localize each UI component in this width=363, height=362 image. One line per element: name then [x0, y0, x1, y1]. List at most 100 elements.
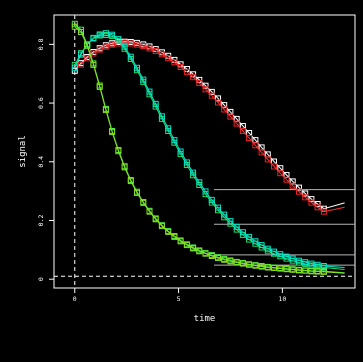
data-point [171, 137, 178, 144]
data-point [289, 266, 296, 273]
data-point [283, 266, 290, 273]
data-point [302, 190, 309, 197]
data-point [208, 196, 215, 203]
data-point [121, 43, 128, 50]
series-line [74, 41, 345, 210]
data-point [171, 233, 178, 240]
data-point [289, 255, 296, 262]
data-point [271, 265, 277, 271]
data-point [296, 257, 302, 264]
data-point [221, 102, 228, 109]
data-point [283, 253, 290, 260]
data-point [177, 238, 184, 245]
data-point [227, 218, 234, 225]
y-tick-label: 0.2 [37, 215, 45, 227]
data-point [78, 61, 84, 68]
data-point [183, 68, 190, 75]
data-point [320, 268, 327, 275]
data-point [127, 178, 134, 185]
data-point [90, 61, 97, 68]
data-point [208, 88, 215, 95]
data-point [221, 106, 228, 113]
data-point [264, 264, 271, 271]
data-point [134, 41, 140, 48]
data-point [183, 242, 190, 249]
data-point [165, 55, 172, 62]
data-point [84, 55, 91, 62]
data-point [109, 129, 116, 136]
data-point [246, 233, 253, 240]
y-axis: 0 0.2 0.4 0.6 0.8 [37, 38, 54, 281]
series-line [74, 26, 345, 274]
data-point [146, 208, 153, 215]
data-point [271, 248, 277, 255]
data-point [96, 83, 103, 90]
data-point [208, 253, 215, 259]
data-point [190, 74, 197, 81]
x-axis-title: time [194, 314, 216, 324]
data-point [127, 53, 134, 60]
data-point [190, 245, 197, 252]
plot-frame [53, 14, 356, 289]
x-tick-label: 0 [73, 295, 77, 303]
x-axis: 0 5 10 [73, 288, 286, 303]
data-point [302, 259, 309, 266]
data-point [277, 265, 284, 272]
data-point [183, 159, 190, 166]
data-point [71, 23, 78, 30]
data-point [134, 189, 140, 196]
data-point [152, 216, 159, 223]
data-point [308, 199, 315, 206]
data-point [78, 51, 84, 58]
data-point [314, 201, 321, 207]
data-point [84, 42, 91, 49]
data-point [246, 135, 253, 141]
data-point [196, 248, 203, 255]
data-point [314, 268, 321, 275]
data-point [196, 179, 203, 186]
data-point [296, 188, 302, 195]
data-point [215, 95, 221, 102]
data-point [239, 260, 246, 267]
data-point [246, 261, 253, 268]
data-point [320, 208, 327, 215]
data-point [258, 149, 265, 156]
series-layer [71, 20, 345, 275]
data-point [71, 64, 78, 71]
data-point [102, 30, 109, 37]
data-point [271, 163, 277, 170]
data-point [190, 169, 197, 176]
data-point [177, 64, 184, 70]
data-point [177, 148, 184, 155]
data-point [221, 256, 228, 263]
data-point [277, 170, 284, 177]
data-point [102, 107, 109, 114]
data-point [196, 80, 203, 87]
data-point [109, 41, 116, 48]
data-point [283, 176, 290, 183]
data-point [140, 76, 147, 83]
data-point [308, 268, 315, 275]
x-tick-label: 10 [278, 295, 286, 303]
data-point [96, 31, 103, 38]
data-point [296, 184, 302, 191]
data-point [115, 148, 122, 155]
data-point [96, 46, 103, 53]
data-point [233, 223, 240, 230]
data-point [233, 259, 240, 266]
y-tick-label: 0.6 [37, 97, 45, 109]
data-point [227, 113, 234, 120]
reference-lines [54, 15, 355, 288]
data-point [264, 156, 271, 163]
data-point [215, 99, 221, 106]
data-point [302, 194, 309, 201]
data-point [277, 251, 284, 258]
data-point [127, 40, 134, 47]
data-point [102, 43, 109, 50]
data-point [78, 29, 84, 35]
series-line [74, 32, 345, 268]
data-point [308, 196, 315, 203]
series-3 [71, 30, 345, 269]
